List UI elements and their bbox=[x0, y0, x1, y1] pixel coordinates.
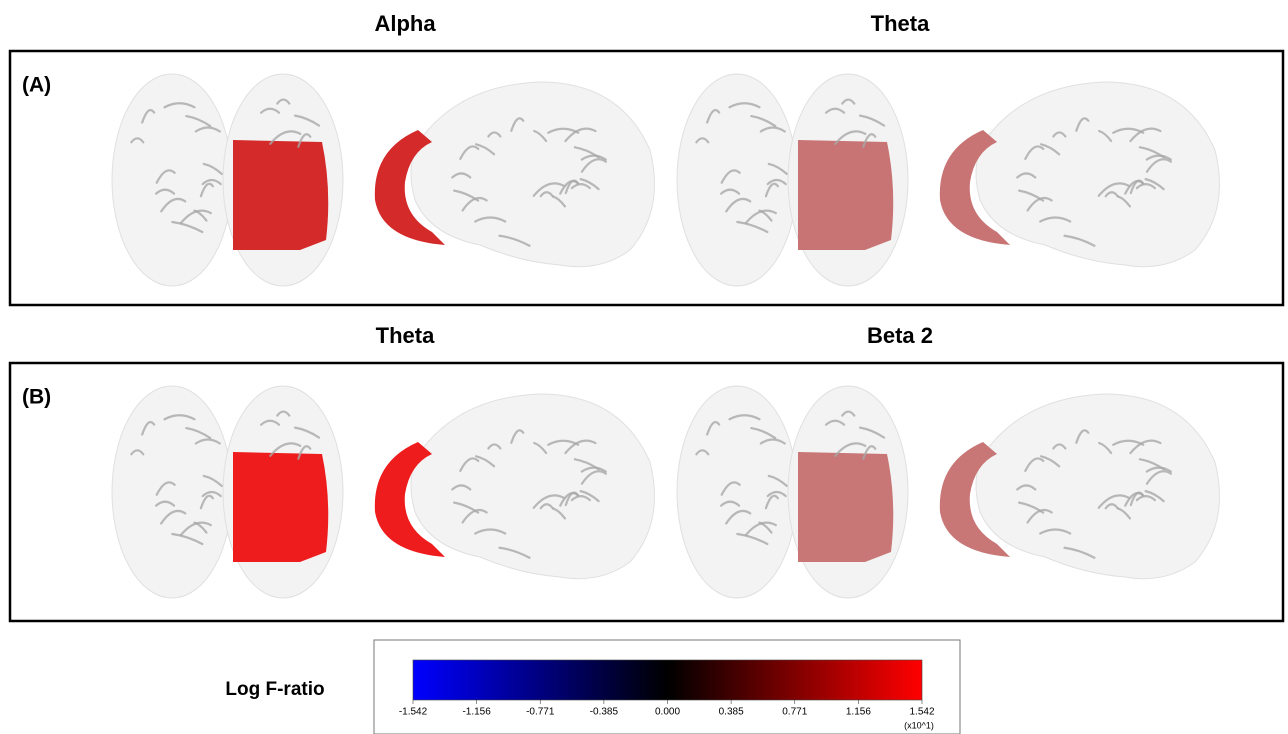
panel-label: (B) bbox=[22, 386, 51, 409]
brain-side bbox=[976, 394, 1220, 579]
brain-pair bbox=[112, 386, 655, 598]
brain-side bbox=[411, 394, 655, 579]
activation bbox=[233, 452, 328, 562]
colorbar-tick-label: -0.385 bbox=[590, 707, 619, 718]
colorbar-tick-label: 1.156 bbox=[846, 707, 871, 718]
colorbar-tick-label: 0.385 bbox=[719, 707, 744, 718]
panel-label: (A) bbox=[22, 74, 51, 97]
figure-title: Alpha bbox=[374, 11, 436, 36]
figure-title: Theta bbox=[376, 323, 435, 348]
figure: Log F-ratio (x10^1) -1.542 -1.156 -0.771 -0… bbox=[0, 0, 1288, 734]
brain-pair bbox=[112, 74, 655, 286]
colorbar-label: Log F-ratio bbox=[225, 679, 324, 700]
colorbar bbox=[413, 660, 922, 700]
colorbar-tick-label: 1.542 bbox=[909, 707, 934, 718]
brain-side bbox=[976, 82, 1220, 267]
brain-side bbox=[411, 82, 655, 267]
colorbar-tick-label: -0.771 bbox=[526, 707, 555, 718]
colorbar-tick-label: -1.156 bbox=[462, 707, 491, 718]
colorbar-tick-label: 0.000 bbox=[655, 707, 680, 718]
figure-title: Beta 2 bbox=[867, 323, 933, 348]
figure-title: Theta bbox=[871, 11, 930, 36]
colorbar-tick-label: 0.771 bbox=[782, 707, 807, 718]
colorbar-multiplier: (x10^1) bbox=[904, 720, 934, 730]
colorbar-tick-label: -1.542 bbox=[399, 707, 428, 718]
brain-pair bbox=[677, 386, 1220, 598]
activation bbox=[798, 140, 893, 250]
brain-pair bbox=[677, 74, 1220, 286]
activation bbox=[233, 140, 328, 250]
activation bbox=[798, 452, 893, 562]
